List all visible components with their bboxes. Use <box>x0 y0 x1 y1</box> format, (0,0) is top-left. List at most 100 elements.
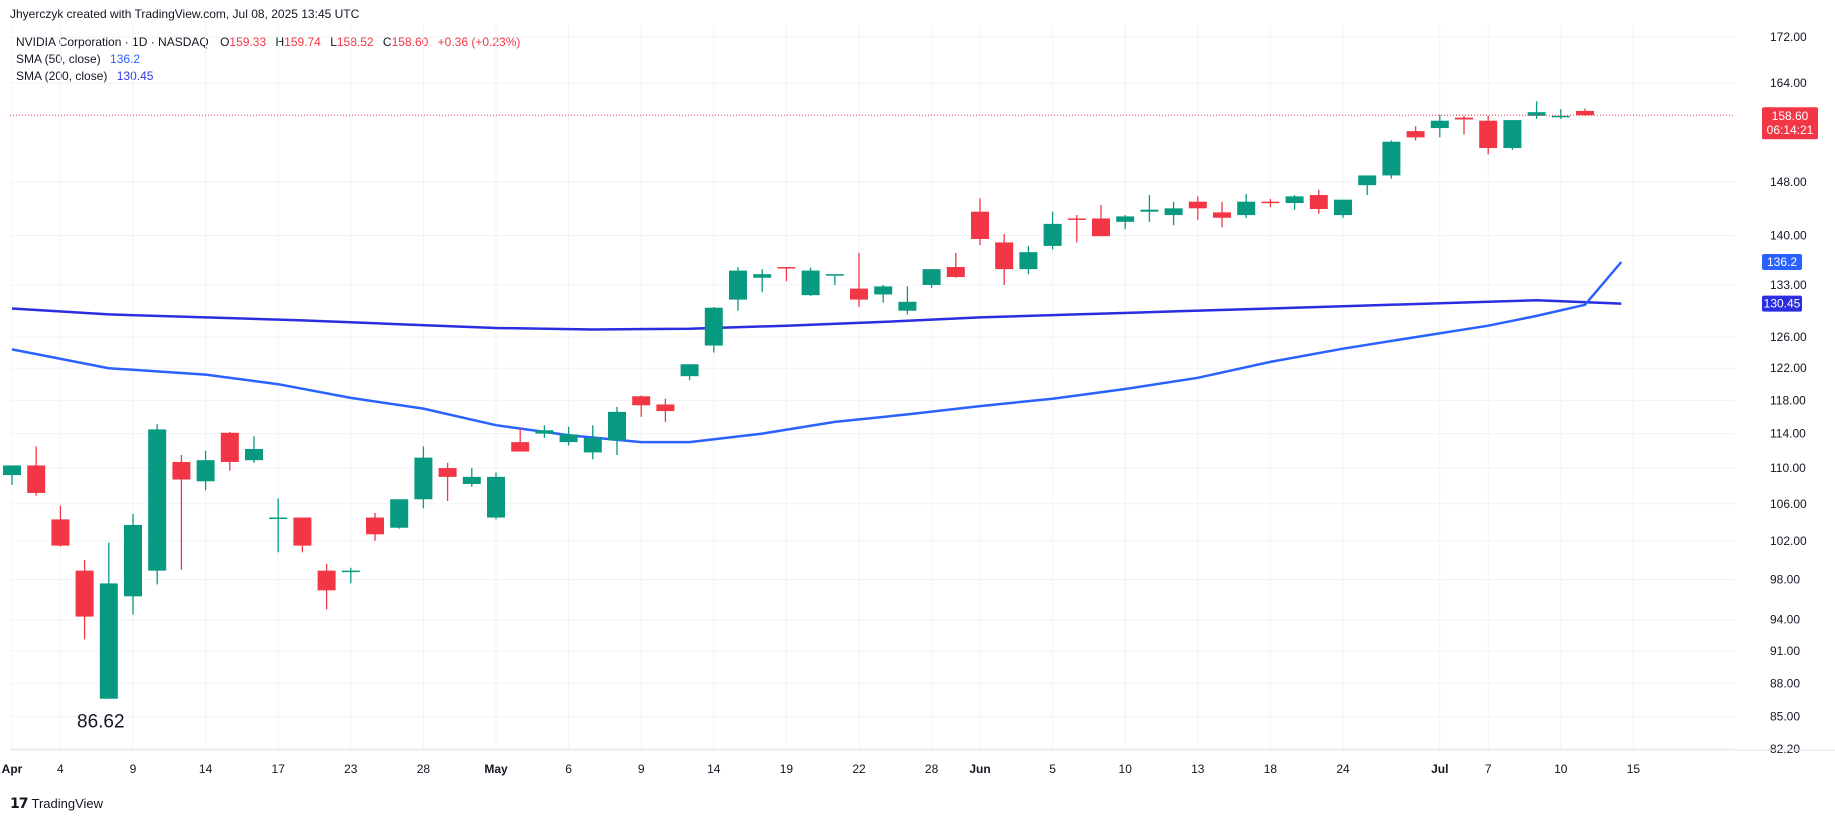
chart-credit: Jhyerczyk created with TradingView.com, … <box>10 7 360 21</box>
candle-up <box>729 267 747 311</box>
candle-down <box>971 198 989 246</box>
time-tick-label: 28 <box>925 762 939 776</box>
time-tick-label: May <box>484 762 508 776</box>
candle-body <box>487 476 505 518</box>
candle-body <box>172 461 191 480</box>
tradingview-logo-icon: 𝟭𝟳 <box>10 795 29 811</box>
candle-body <box>583 437 602 453</box>
candle-down <box>438 462 457 502</box>
time-tick-label: 4 <box>57 762 64 776</box>
candle-body <box>1503 120 1522 148</box>
candle-down <box>75 559 94 640</box>
price-tick-label: 148.00 <box>1770 175 1807 189</box>
candle-up <box>1358 175 1377 196</box>
legend-symbol[interactable]: NVIDIA Corporation · 1D · NASDAQ <box>16 35 209 49</box>
time-tick-label: Apr <box>2 762 23 776</box>
candle-up <box>825 274 844 285</box>
time-tick-label: 14 <box>199 762 213 776</box>
candle-body <box>1213 212 1231 218</box>
candle-up <box>269 498 288 553</box>
candle-down <box>511 428 530 452</box>
legend-close-value: 158.60 <box>391 35 429 49</box>
sma200-price-tag-value: 130.45 <box>1764 297 1801 311</box>
legend-sma200-row[interactable]: SMA (200, close) 130.45 <box>16 68 520 85</box>
candle-up <box>124 513 142 615</box>
sma200-price-tag[interactable] <box>1762 295 1802 312</box>
price-tick-label: 106.00 <box>1770 497 1807 511</box>
candle-body <box>366 517 384 535</box>
candle-up <box>704 306 723 353</box>
time-tick-label: Jun <box>969 762 990 776</box>
candle-body <box>632 396 651 406</box>
candle-body <box>559 434 578 443</box>
candle-up <box>922 269 941 288</box>
candle-body <box>220 432 239 462</box>
time-axis[interactable]: Apr 4 9 14 17 23 28 May 6 9 14 19 22 28 Jun 5 10 13 18 24 Ju… <box>2 749 1835 776</box>
candle-body <box>1455 117 1473 120</box>
candle-up <box>99 542 118 699</box>
candle-body <box>462 476 481 484</box>
candle-up <box>680 364 699 381</box>
candle-body <box>801 270 820 296</box>
legend-low-label: L <box>330 35 337 49</box>
candle-body <box>1334 199 1352 216</box>
candle-body <box>1261 201 1280 204</box>
candle-body <box>511 442 530 452</box>
candle-body <box>1406 131 1425 138</box>
candle-body <box>1092 218 1110 237</box>
candle-body <box>1430 120 1449 129</box>
price-tick-label: 118.00 <box>1770 393 1806 407</box>
candle-down <box>777 267 796 282</box>
candle-body <box>971 211 989 239</box>
last-price-tag[interactable] <box>1762 107 1818 140</box>
time-tick-label: 5 <box>1049 762 1056 776</box>
candle-down <box>1213 201 1231 228</box>
candle-down <box>1479 115 1498 155</box>
candle-body <box>995 242 1014 270</box>
candle-down <box>293 517 312 553</box>
time-tick-label: 7 <box>1485 762 1492 776</box>
sma200-line <box>11 299 1622 331</box>
candle-up <box>3 465 21 485</box>
candle-up <box>414 446 433 509</box>
candle-up <box>1527 101 1546 119</box>
candle-body <box>269 517 288 520</box>
candle-down <box>1309 189 1328 214</box>
price-tick-label: 91.00 <box>1770 644 1800 658</box>
candle-up <box>1503 120 1522 150</box>
price-tick-label: 110.00 <box>1770 461 1806 475</box>
time-tick-label: 23 <box>344 762 358 776</box>
candle-body <box>1237 201 1256 216</box>
low-price-annotation: 86.62 <box>77 711 125 732</box>
candle-body <box>148 429 167 571</box>
candle-up <box>753 269 772 293</box>
candle-down <box>850 252 868 307</box>
candle-body <box>535 430 554 434</box>
candle-up <box>535 425 554 438</box>
legend-change: +0.36 (+0.23%) <box>437 35 521 49</box>
candle-body <box>729 270 747 300</box>
candle-up <box>390 499 409 529</box>
candle-body <box>341 570 360 573</box>
candle-body <box>946 267 965 278</box>
candle-up <box>874 284 893 303</box>
candle-body <box>390 499 409 528</box>
candle-body <box>51 519 70 546</box>
sma50-price-tag[interactable] <box>1762 254 1802 271</box>
price-tick-label: 172.00 <box>1770 30 1807 44</box>
price-tick-label: 98.00 <box>1770 572 1800 586</box>
time-tick-label: 10 <box>1554 762 1568 776</box>
candle-down <box>1576 108 1594 116</box>
candle-body <box>1043 223 1062 246</box>
price-axis[interactable]: 172.00 164.00 148.00 140.00 133.00 126.00 122.… <box>1735 0 1835 790</box>
candle-body <box>1382 141 1401 176</box>
candle-body <box>1576 110 1594 116</box>
price-tick-label: 88.00 <box>1770 676 1800 690</box>
time-tick-label: 19 <box>780 762 794 776</box>
candle-up <box>1019 245 1038 275</box>
candle-down <box>366 512 384 541</box>
sma-lines <box>11 261 1623 444</box>
tradingview-logo[interactable]: 𝟭𝟳 TradingView <box>10 795 103 812</box>
candle-body <box>1140 209 1159 212</box>
